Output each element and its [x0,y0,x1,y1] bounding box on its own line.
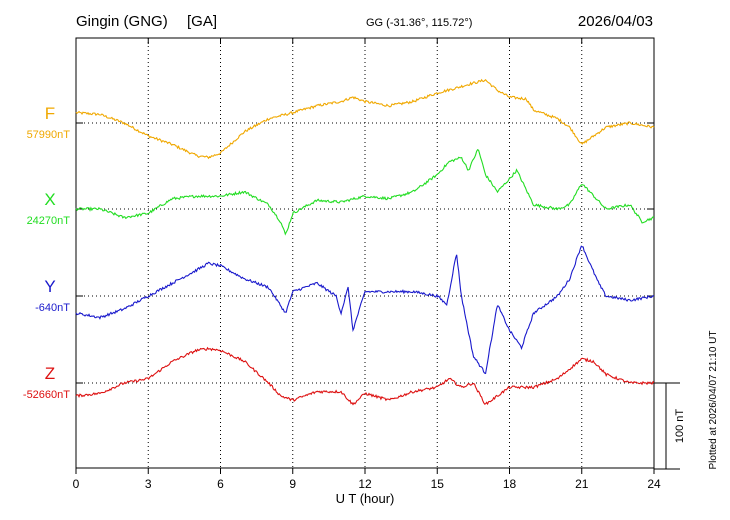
x-tick-label: 18 [503,477,517,491]
network-label: [GA] [187,13,217,30]
series-labels: F 57990nT X 24270nT Y -640nT Z -52660nT [23,104,70,401]
series-name-x: X [44,190,55,209]
x-tick-label: 3 [145,477,152,491]
x-axis: 0 3 6 9 12 15 18 21 24 [73,38,661,491]
x-tick-label: 15 [431,477,445,491]
series-baseline-f: 57990nT [27,129,71,141]
series-line-f [75,78,655,160]
scale-bar-label: 100 nT [674,409,686,444]
series-name-z: Z [45,364,55,383]
series-baseline-x: 24270nT [27,215,71,227]
series-line-y [75,245,655,375]
series-line-z [75,346,655,406]
station-coords: GG (-31.36°, 115.72°) [366,17,472,29]
plot-date: 2026/04/03 [578,13,653,30]
series-baseline-z: -52660nT [23,389,70,401]
scale-bar: 100 nT [654,382,686,470]
x-tick-label: 0 [73,477,80,491]
series-baseline-y: -640nT [35,302,70,314]
plotted-timestamp: Plotted at 2026/04/07 21:10 UT [708,331,719,470]
series-group [75,78,655,406]
station-title: Gingin (GNG) [76,13,168,30]
x-tick-label: 24 [647,477,661,491]
x-tick-label: 9 [289,477,296,491]
x-tick-label: 21 [575,477,589,491]
x-tick-label: 12 [358,477,372,491]
series-name-f: F [45,104,55,123]
series-line-x [75,148,655,236]
x-tick-label: 6 [217,477,224,491]
x-axis-label: U T (hour) [336,491,395,506]
series-name-y: Y [44,277,55,296]
